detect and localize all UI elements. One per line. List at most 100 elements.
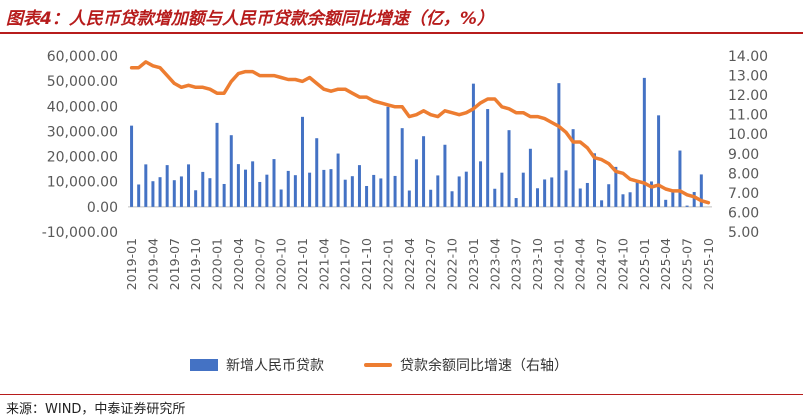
x-tick-label: 2024-07 [594,238,609,290]
bar [514,198,518,207]
bar [300,116,304,207]
x-tick-label: 2023-04 [487,238,502,290]
bar [685,205,689,207]
y-right-tick-label: 7.00 [728,186,759,202]
y-left-tick-label: 60,000.00 [47,49,118,65]
bar [258,181,262,207]
x-tick-label: 2022-01 [380,238,395,290]
bar [564,170,568,207]
y-left-tick-label: 30,000.00 [47,124,118,140]
bar [279,189,283,207]
bar [479,161,483,207]
bar [272,159,276,207]
bar [286,170,290,207]
legend-item-bar: 新增人民币贷款 [190,355,324,375]
x-tick-label: 2020-07 [252,238,267,290]
bar [379,178,383,207]
x-tick-label: 2025-01 [637,238,652,290]
legend-bar-swatch [190,359,218,371]
bar [607,184,611,207]
bar [592,153,596,207]
bar [308,172,312,207]
bar [251,161,255,207]
y-right-tick-label: 13.00 [728,69,768,85]
x-tick-label: 2022-10 [445,238,460,290]
bar [130,125,134,207]
bar [350,176,354,207]
y-left-tick-label: 40,000.00 [47,99,118,115]
y-left-tick-label: -10,000.00 [42,225,118,241]
legend-item-line: 贷款余额同比增速（右轴） [364,355,568,375]
y-right-tick-label: 12.00 [728,88,768,104]
bar [671,191,675,207]
x-tick-label: 2019-04 [145,238,160,290]
bar [400,128,404,207]
legend-line-swatch [364,363,392,367]
bar [571,129,575,207]
x-tick-label: 2023-01 [466,238,481,290]
bar [336,153,340,207]
bar [486,109,490,207]
bar [158,177,162,207]
bar [215,122,219,207]
bar [372,174,376,207]
x-tick-label: 2024-01 [551,238,566,290]
source-note: 来源：WIND，中泰证券研究所 [6,402,186,417]
bar [172,180,176,207]
bar [151,181,155,207]
bar [436,175,440,207]
legend: 新增人民币贷款 贷款余额同比增速（右轴） [190,355,568,375]
bar [179,176,183,207]
bar [557,83,561,207]
bar [464,171,468,207]
bar [635,181,639,207]
bar [144,164,148,207]
x-tick-label: 2022-04 [402,238,417,290]
x-tick-label: 2023-07 [509,238,524,290]
x-tick-label: 2020-10 [274,238,289,290]
bar [692,192,696,207]
bar [236,164,240,207]
x-tick-label: 2020-01 [210,238,225,290]
bar [471,83,475,207]
bar [642,77,646,207]
bar [443,144,447,207]
growth-line [129,60,711,205]
bar [187,164,191,207]
bar [493,188,497,207]
bar [429,189,433,207]
bar [265,174,269,207]
y-right-tick-label: 9.00 [728,147,759,163]
chart-title: 图表4：人民币贷款增加额与人民币贷款余额同比增速（亿，%） [6,9,494,29]
bar [322,169,326,207]
x-tick-label: 2023-10 [530,238,545,290]
bar [457,176,461,207]
bar [699,174,703,207]
bar [614,166,618,207]
x-tick-label: 2021-04 [316,238,331,290]
x-tick-label: 2021-01 [295,238,310,290]
bar [422,136,426,207]
bar [657,115,661,207]
x-tick-label: 2024-10 [615,238,630,290]
bar [600,200,604,207]
bar [407,190,411,207]
bar [165,165,169,207]
y-right-tick-label: 14.00 [728,49,768,65]
x-tick-label: 2019-10 [188,238,203,290]
bar [414,159,418,207]
bar [229,135,233,207]
bar [222,183,226,207]
y-left-tick-label: 20,000.00 [47,150,118,166]
y-right-tick-label: 5.00 [728,225,759,241]
legend-bar-label: 新增人民币贷款 [226,358,324,374]
bar [293,175,297,207]
x-tick-label: 2019-01 [124,238,139,290]
bar [450,191,454,207]
bar [550,177,554,207]
x-tick-label: 2022-07 [423,238,438,290]
x-tick-label: 2025-04 [658,238,673,290]
x-tick-label: 2025-07 [680,238,695,290]
bar [521,172,525,207]
bar [585,182,589,207]
